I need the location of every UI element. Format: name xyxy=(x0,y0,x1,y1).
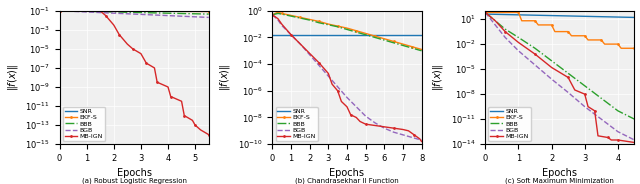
Y-axis label: $\|f(x)\|$: $\|f(x)\|$ xyxy=(431,64,445,91)
Legend: SNR, EKF-S, BBB, BGB, MB-IGN: SNR, EKF-S, BBB, BGB, MB-IGN xyxy=(276,107,317,141)
Y-axis label: $\|f(x)\|$: $\|f(x)\|$ xyxy=(218,64,232,91)
X-axis label: Epochs: Epochs xyxy=(116,168,152,178)
Legend: SNR, EKF-S, BBB, BGB, MB-IGN: SNR, EKF-S, BBB, BGB, MB-IGN xyxy=(63,107,105,141)
Y-axis label: $\|f(x)\|$: $\|f(x)\|$ xyxy=(6,64,20,91)
Text: (c) Soft Maximum Minimization: (c) Soft Maximum Minimization xyxy=(506,177,614,184)
Text: (a) Robust Logistic Regression: (a) Robust Logistic Regression xyxy=(82,177,187,184)
X-axis label: Epochs: Epochs xyxy=(542,168,577,178)
Text: (b) Chandrasekhar II Function: (b) Chandrasekhar II Function xyxy=(295,177,399,184)
X-axis label: Epochs: Epochs xyxy=(330,168,365,178)
Legend: SNR, EKF-S, BBB, BGB, MB-IGN: SNR, EKF-S, BBB, BGB, MB-IGN xyxy=(488,107,531,141)
